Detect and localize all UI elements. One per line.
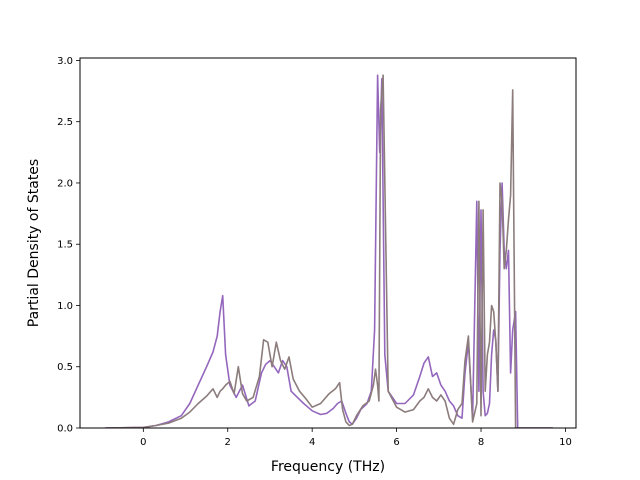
y-tick-label: 2.5: [57, 117, 73, 128]
x-tick-label: 6: [393, 437, 399, 448]
x-axis-ticks: 0 2 4 6 8 10: [140, 428, 572, 448]
series-layer: [105, 74, 553, 428]
y-tick-label: 0.5: [57, 362, 73, 373]
y-tick-label: 0.0: [57, 424, 73, 435]
x-tick-label: 10: [559, 437, 572, 448]
x-tick-label: 4: [309, 437, 315, 448]
y-tick-label: 3.0: [57, 56, 73, 67]
series-line-2: [105, 74, 553, 428]
y-axis-label: Partial Density of States: [26, 159, 42, 327]
y-axis-ticks: 0.0 0.5 1.0 1.5 2.0 2.5 3.0: [57, 56, 80, 435]
x-axis-label: Frequency (THz): [271, 459, 385, 475]
y-tick-label: 2.0: [57, 178, 73, 189]
y-tick-label: 1.5: [57, 240, 73, 251]
y-tick-label: 1.0: [57, 301, 73, 312]
x-tick-label: 2: [225, 437, 231, 448]
x-tick-label: 8: [478, 437, 484, 448]
x-tick-label: 0: [140, 437, 146, 448]
plot-frame: [79, 57, 577, 429]
